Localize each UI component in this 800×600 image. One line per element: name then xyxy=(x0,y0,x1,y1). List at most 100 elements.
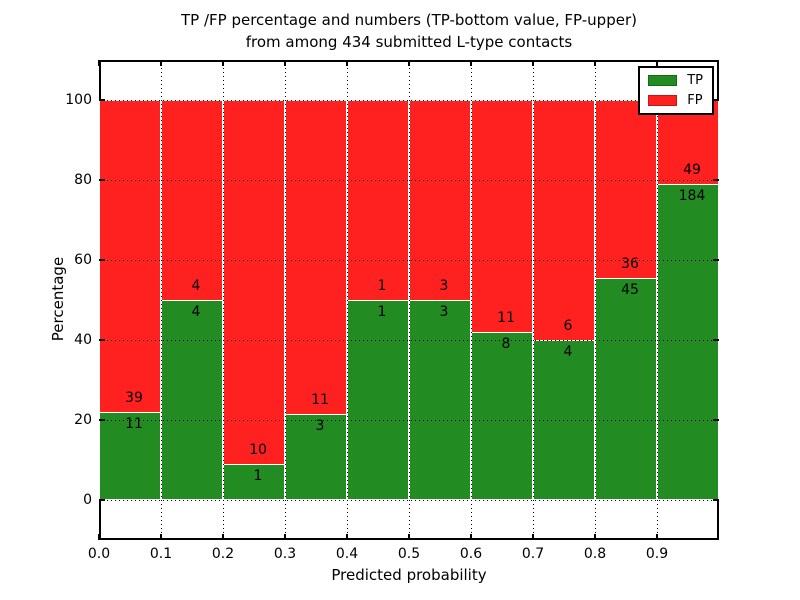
gridline-horizontal xyxy=(99,180,719,181)
x-tick-label: 0.1 xyxy=(149,546,173,562)
x-tick-mark xyxy=(160,534,162,540)
y-tick-mark xyxy=(99,419,105,421)
y-tick-label: 100 xyxy=(65,92,92,108)
y-tick-mark-right xyxy=(713,179,719,181)
gridline-vertical xyxy=(223,60,224,540)
x-tick-mark xyxy=(594,534,596,540)
y-tick-mark xyxy=(99,499,105,501)
gridline-horizontal xyxy=(99,340,719,341)
bar-fp-0.8-0.9 xyxy=(595,100,657,278)
x-axis-label: Predicted probability xyxy=(331,566,487,584)
y-tick-mark-right xyxy=(713,259,719,261)
annotation-tp-count: 1 xyxy=(377,304,387,320)
annotation-tp-count: 45 xyxy=(621,281,639,298)
bar-tp-0.5-0.6 xyxy=(409,300,471,500)
x-tick-mark-top xyxy=(346,60,348,66)
legend-entry-fp: FP xyxy=(648,94,703,107)
annotation-tp-count: 8 xyxy=(501,335,511,352)
y-tick-mark xyxy=(99,339,105,341)
bar-fp-0.3-0.4 xyxy=(285,100,347,415)
gridline-vertical xyxy=(471,60,472,540)
annotation-fp-count: 4 xyxy=(191,278,201,294)
chart-title: TP /FP percentage and numbers (TP-bottom… xyxy=(99,9,719,53)
x-tick-mark xyxy=(532,534,534,540)
annotation-fp-count: 49 xyxy=(683,162,701,179)
y-tick-mark-right xyxy=(713,419,719,421)
y-tick-label: 0 xyxy=(83,492,92,508)
x-tick-label: 0.4 xyxy=(335,546,359,562)
annotation-fp-count: 10 xyxy=(249,441,267,458)
x-tick-mark-top xyxy=(408,60,410,66)
bar-tp-0.0-0.1 xyxy=(99,412,161,500)
x-tick-label: 0.3 xyxy=(273,546,297,562)
gridline-horizontal xyxy=(99,260,719,261)
chart-title-line1: TP /FP percentage and numbers (TP-bottom… xyxy=(181,11,637,29)
x-tick-mark-top xyxy=(470,60,472,66)
gridline-vertical xyxy=(657,60,658,540)
x-tick-mark xyxy=(656,534,658,540)
annotation-tp-count: 184 xyxy=(678,188,706,205)
annotation-tp-count: 11 xyxy=(125,416,143,432)
legend-label-fp: FP xyxy=(687,93,703,108)
gridline-vertical xyxy=(595,60,596,540)
x-tick-mark xyxy=(98,534,100,540)
y-tick-label: 80 xyxy=(74,172,92,188)
annotation-tp-count: 4 xyxy=(191,304,201,320)
annotation-fp-count: 11 xyxy=(311,392,329,409)
x-tick-label: 0.8 xyxy=(583,546,607,562)
x-tick-label: 0.9 xyxy=(645,546,669,562)
bar-tp-0.4-0.5 xyxy=(347,300,409,500)
gridline-horizontal xyxy=(99,100,719,101)
annotation-tp-count: 1 xyxy=(253,467,263,484)
annotation-fp-count: 36 xyxy=(621,255,639,272)
x-tick-label: 0.0 xyxy=(87,546,111,562)
gridline-vertical xyxy=(409,60,410,540)
y-tick-mark-right xyxy=(713,99,719,101)
bar-fp-0.1-0.2 xyxy=(161,100,223,300)
y-axis-label: Percentage xyxy=(49,256,67,342)
x-tick-mark xyxy=(408,534,410,540)
bar-tp-0.6-0.7 xyxy=(471,331,533,500)
gridline-vertical xyxy=(533,60,534,540)
legend: TP FP xyxy=(638,66,714,115)
bar-tp-0.1-0.2 xyxy=(161,300,223,500)
gridline-vertical xyxy=(347,60,348,540)
x-tick-mark xyxy=(346,534,348,540)
legend-entry-tp: TP xyxy=(648,74,703,87)
gridline-vertical xyxy=(161,60,162,540)
y-tick-label: 60 xyxy=(74,252,92,268)
x-tick-mark-top xyxy=(222,60,224,66)
annotation-tp-count: 3 xyxy=(315,418,325,435)
annotation-tp-count: 4 xyxy=(563,344,573,360)
x-tick-label: 0.2 xyxy=(211,546,235,562)
y-tick-mark xyxy=(99,259,105,261)
x-tick-mark-top xyxy=(656,60,658,66)
y-tick-mark xyxy=(99,179,105,181)
bar-fp-0.4-0.5 xyxy=(347,100,409,300)
x-tick-mark xyxy=(470,534,472,540)
fp-swatch-icon xyxy=(648,95,678,106)
x-tick-mark-top xyxy=(160,60,162,66)
x-tick-mark-top xyxy=(594,60,596,66)
x-tick-mark xyxy=(284,534,286,540)
plot-area: TP FP 39 11 4 4 10 1 11 3 1 1 3 3 11 8 6 4 36 45 49 184 xyxy=(98,60,719,540)
x-tick-mark xyxy=(222,534,224,540)
x-tick-label: 0.6 xyxy=(459,546,483,562)
x-tick-label: 0.7 xyxy=(521,546,545,562)
bar-fp-0.2-0.3 xyxy=(223,100,285,464)
gridline-horizontal xyxy=(99,420,719,421)
x-tick-mark-top xyxy=(284,60,286,66)
annotation-fp-count: 6 xyxy=(563,318,573,334)
bar-fp-0.0-0.1 xyxy=(99,100,161,412)
bar-tp-0.2-0.3 xyxy=(223,463,285,500)
annotation-fp-count: 39 xyxy=(125,390,143,406)
x-tick-label: 0.5 xyxy=(397,546,421,562)
y-tick-label: 40 xyxy=(74,332,92,348)
bar-fp-0.7-0.8 xyxy=(533,100,595,340)
bar-fp-0.5-0.6 xyxy=(409,100,471,300)
gridline-vertical xyxy=(285,60,286,540)
chart-title-line2: from among 434 submitted L-type contacts xyxy=(245,33,573,51)
x-tick-mark-top xyxy=(98,60,100,66)
legend-label-tp: TP xyxy=(687,73,703,88)
